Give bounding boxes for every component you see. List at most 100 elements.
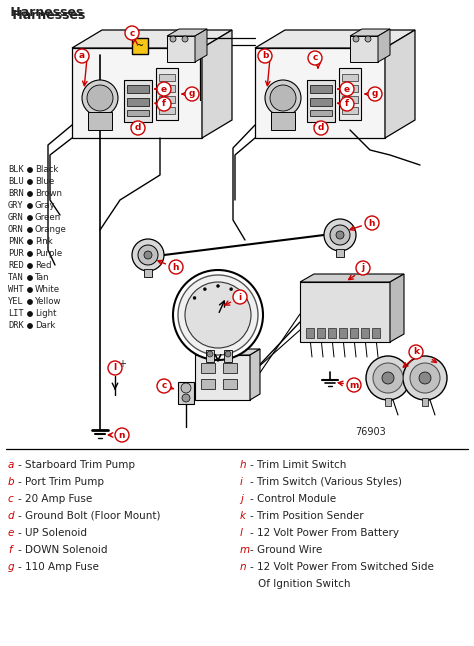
Polygon shape [378, 29, 390, 62]
Polygon shape [255, 30, 415, 48]
Circle shape [373, 363, 403, 393]
Bar [339, 68, 361, 120]
Text: g: g [189, 90, 195, 98]
Bar [310, 110, 332, 116]
Bar [88, 112, 112, 130]
Text: - Port Trim Pump: - Port Trim Pump [18, 477, 104, 487]
Text: l: l [113, 364, 117, 373]
Bar [127, 110, 149, 116]
Circle shape [193, 297, 196, 300]
Circle shape [230, 287, 233, 291]
Text: - 12 Volt Power From Battery: - 12 Volt Power From Battery [250, 528, 399, 538]
Circle shape [125, 26, 139, 40]
Text: YEL: YEL [8, 298, 24, 306]
Polygon shape [390, 274, 404, 342]
Text: j: j [240, 494, 243, 504]
Bar [342, 85, 358, 92]
Circle shape [173, 270, 263, 360]
Text: n: n [240, 562, 246, 572]
Text: - Starboard Trim Pump: - Starboard Trim Pump [18, 460, 135, 470]
Text: m: m [349, 380, 359, 390]
Bar [144, 269, 152, 277]
Circle shape [419, 372, 431, 384]
Text: Purple: Purple [35, 249, 62, 258]
Circle shape [87, 85, 113, 111]
Bar [385, 398, 391, 406]
Bar [342, 74, 358, 81]
Bar [223, 379, 237, 389]
Circle shape [265, 80, 301, 116]
Bar [372, 328, 380, 338]
Polygon shape [300, 282, 390, 342]
Text: h: h [240, 460, 246, 470]
Circle shape [132, 239, 164, 271]
Circle shape [258, 49, 272, 63]
Text: - 12 Volt Power From Switched Side: - 12 Volt Power From Switched Side [250, 562, 434, 572]
Text: f: f [162, 99, 166, 109]
Text: GRY: GRY [8, 202, 24, 211]
Bar [339, 328, 347, 338]
Circle shape [182, 36, 188, 42]
Text: BLU: BLU [8, 178, 24, 187]
Bar [350, 328, 358, 338]
Text: - UP Solenoid: - UP Solenoid [18, 528, 87, 538]
Circle shape [182, 394, 190, 402]
Text: k: k [413, 348, 419, 357]
Bar [159, 107, 175, 114]
Circle shape [324, 219, 356, 251]
Bar [307, 80, 335, 122]
Text: e: e [161, 85, 167, 94]
Text: a: a [8, 460, 14, 470]
Circle shape [28, 300, 32, 304]
Text: TAN: TAN [8, 273, 24, 282]
Text: Harnesses: Harnesses [6, 6, 83, 19]
Circle shape [410, 363, 440, 393]
Text: BRN: BRN [8, 189, 24, 198]
Text: b: b [262, 52, 268, 61]
Text: j: j [362, 264, 365, 273]
Polygon shape [250, 349, 260, 400]
Bar [310, 98, 332, 106]
Text: Harnesses: Harnesses [8, 9, 85, 22]
Bar [422, 398, 428, 406]
Polygon shape [72, 48, 202, 138]
Circle shape [203, 287, 206, 291]
Circle shape [28, 252, 32, 256]
Polygon shape [195, 29, 207, 62]
Polygon shape [385, 30, 415, 138]
Bar [159, 74, 175, 81]
Text: f: f [345, 99, 349, 109]
Text: WHT: WHT [8, 286, 24, 295]
Circle shape [178, 275, 258, 355]
Circle shape [185, 282, 251, 348]
Text: l: l [240, 528, 243, 538]
Circle shape [409, 345, 423, 359]
Text: - 110 Amp Fuse: - 110 Amp Fuse [18, 562, 99, 572]
Bar [336, 249, 344, 257]
Text: Red: Red [35, 262, 52, 271]
Text: DRK: DRK [8, 322, 24, 331]
Bar [178, 382, 194, 404]
Text: White: White [35, 286, 60, 295]
Text: ORN: ORN [8, 225, 24, 234]
Text: e: e [344, 85, 350, 94]
Bar [127, 85, 149, 93]
Circle shape [115, 428, 129, 442]
Polygon shape [167, 29, 207, 36]
Circle shape [233, 290, 247, 304]
Circle shape [340, 97, 354, 111]
Polygon shape [255, 48, 385, 138]
Circle shape [28, 276, 32, 280]
Bar [342, 96, 358, 103]
Circle shape [382, 372, 394, 384]
Bar [159, 96, 175, 103]
Bar [310, 85, 332, 93]
Text: Of Ignition Switch: Of Ignition Switch [258, 579, 350, 589]
Bar [201, 363, 215, 373]
Circle shape [82, 80, 118, 116]
Text: - Ground Bolt (Floor Mount): - Ground Bolt (Floor Mount) [18, 511, 161, 521]
Text: Gray: Gray [35, 202, 55, 211]
Polygon shape [202, 30, 232, 138]
Circle shape [308, 51, 322, 65]
Text: Brown: Brown [35, 189, 62, 198]
